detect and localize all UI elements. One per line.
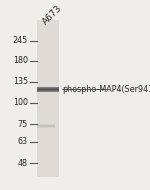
Bar bbox=[36, 89, 59, 90]
Bar bbox=[36, 124, 55, 125]
Bar bbox=[36, 91, 59, 92]
Text: 180: 180 bbox=[13, 56, 28, 65]
Text: 63: 63 bbox=[18, 137, 28, 146]
Bar bbox=[36, 20, 59, 177]
Text: 100: 100 bbox=[13, 98, 28, 107]
Bar bbox=[36, 125, 55, 126]
Bar bbox=[36, 127, 55, 128]
Bar bbox=[36, 90, 59, 91]
Bar bbox=[36, 88, 59, 89]
Text: A673: A673 bbox=[41, 4, 64, 27]
Bar bbox=[36, 87, 59, 88]
Text: phospho-MAP4(Ser941): phospho-MAP4(Ser941) bbox=[62, 85, 150, 94]
Text: 75: 75 bbox=[18, 120, 28, 128]
Text: 48: 48 bbox=[18, 159, 28, 168]
Text: 135: 135 bbox=[13, 78, 28, 86]
Text: 245: 245 bbox=[13, 36, 28, 45]
Bar bbox=[36, 126, 55, 127]
